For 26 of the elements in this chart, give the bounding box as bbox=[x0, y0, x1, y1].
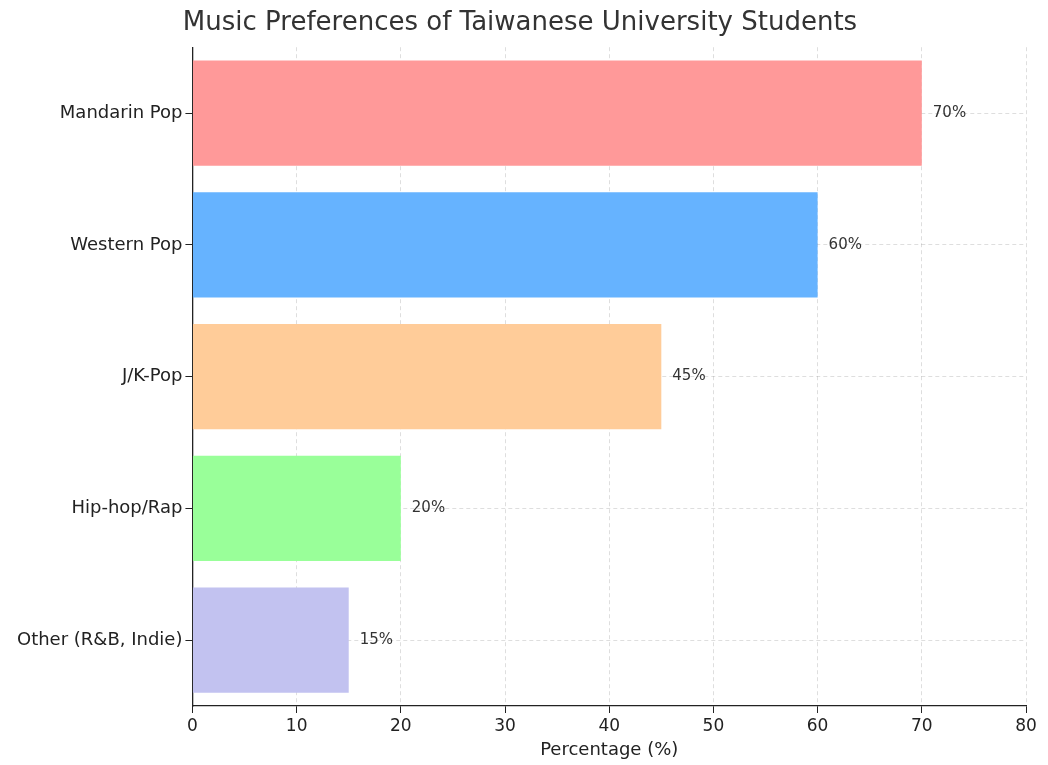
y-tick-label: Western Pop bbox=[70, 232, 183, 254]
data-label: 70% bbox=[932, 102, 967, 121]
x-tick-label: 60 bbox=[806, 714, 829, 735]
chart-title: Music Preferences of Taiwanese University Students bbox=[182, 6, 858, 37]
x-tick-label: 0 bbox=[187, 714, 198, 735]
x-axis-title: Percentage (%) bbox=[540, 737, 679, 759]
y-tick-label: J/K-Pop bbox=[120, 364, 183, 386]
x-tick-label: 30 bbox=[494, 714, 516, 735]
data-label: 45% bbox=[672, 366, 706, 385]
y-tick-label: Mandarin Pop bbox=[59, 100, 183, 122]
y-tick-label: Hip-hop/Rap bbox=[71, 496, 183, 518]
bar bbox=[192, 323, 662, 430]
data-label: 60% bbox=[828, 234, 862, 253]
x-tick-label: 20 bbox=[390, 714, 412, 735]
x-tick-label: 40 bbox=[598, 714, 621, 735]
bar bbox=[192, 60, 922, 166]
x-tick-label: 10 bbox=[285, 714, 308, 735]
x-tick-label: 70 bbox=[910, 714, 933, 735]
data-label: 20% bbox=[411, 498, 446, 517]
bar bbox=[192, 455, 401, 562]
bar bbox=[192, 192, 818, 298]
x-tick-label: 80 bbox=[1015, 714, 1037, 735]
data-label: 15% bbox=[359, 630, 394, 649]
x-tick-label: 50 bbox=[702, 714, 725, 735]
y-tick-label: Other (R&B, Indie) bbox=[16, 627, 183, 649]
bar bbox=[192, 587, 349, 693]
